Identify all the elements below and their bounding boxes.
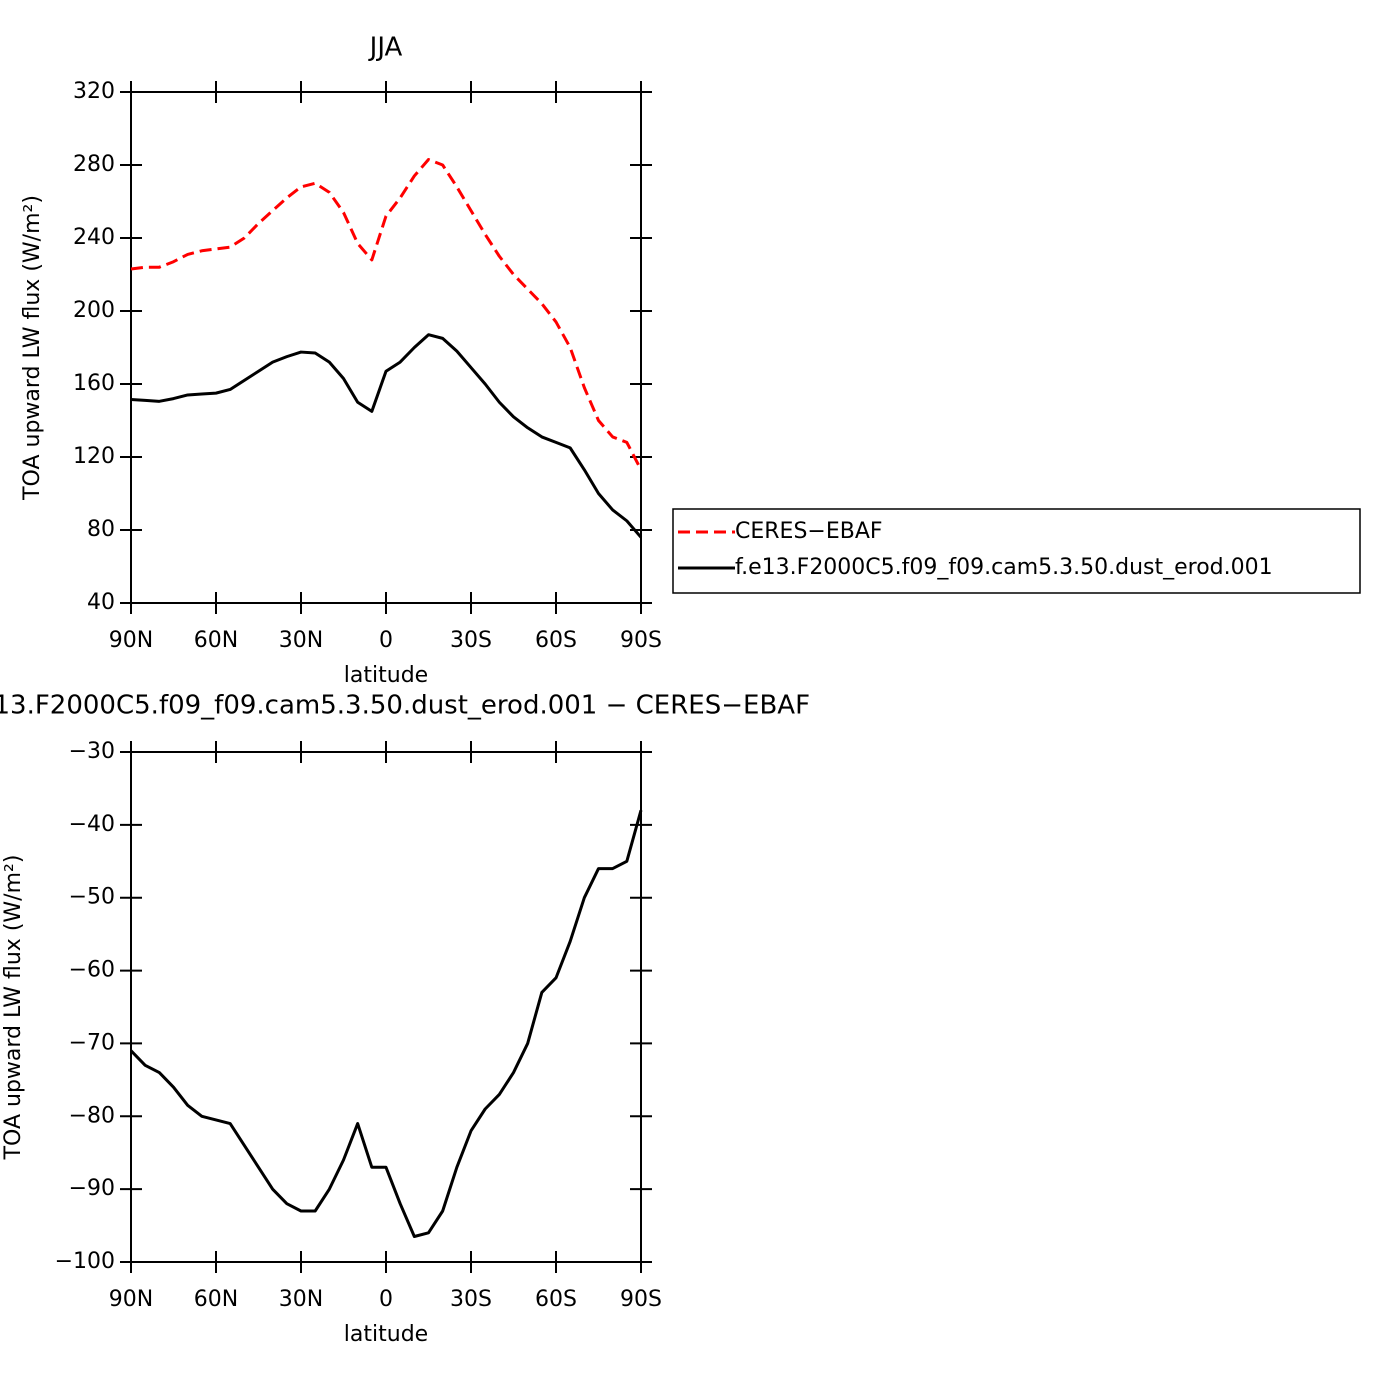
x-tick-label: 90N: [109, 1287, 153, 1312]
x-tick-label: 60S: [535, 628, 577, 653]
chart-title: JJA: [368, 33, 403, 63]
x-tick-label: 90N: [109, 628, 153, 653]
y-tick-label: −30: [69, 739, 115, 764]
legend-box: [672, 508, 1361, 594]
x-tick-label: 30N: [279, 628, 323, 653]
x-tick-label: 30S: [450, 628, 492, 653]
plot-frame: [130, 91, 642, 604]
y-tick-label: 280: [73, 152, 115, 177]
y-tick-label: −80: [69, 1103, 115, 1128]
y-tick-label: −40: [69, 812, 115, 837]
x-tick-label: 0: [379, 1287, 393, 1312]
y-tick-label: 200: [73, 298, 115, 323]
y-tick-label: −70: [69, 1030, 115, 1055]
x-axis-label: latitude: [344, 1322, 428, 1347]
x-tick-label: 30S: [450, 1287, 492, 1312]
y-axis-label: TOA upward LW flux (W/m²): [20, 195, 45, 501]
x-tick-label: 30N: [279, 1287, 323, 1312]
x-tick-label: 0: [379, 628, 393, 653]
y-tick-label: −90: [69, 1176, 115, 1201]
data-line: [129, 809, 643, 1238]
legend-label: f.e13.F2000C5.f09_f09.cam5.3.50.dust_ero…: [735, 555, 1273, 580]
y-tick-label: 160: [73, 371, 115, 396]
y-tick-label: −60: [69, 958, 115, 983]
x-tick-label: 90S: [620, 1287, 662, 1312]
x-tick-label: 90S: [620, 628, 662, 653]
y-tick-label: 120: [73, 444, 115, 469]
data-line: [130, 333, 643, 539]
y-axis-label: TOA upward LW flux (W/m²): [1, 855, 26, 1161]
x-tick-label: 60N: [194, 628, 238, 653]
x-axis-label: latitude: [344, 663, 428, 688]
y-tick-label: −100: [55, 1249, 115, 1274]
plot-frame: [130, 751, 642, 1263]
chart-title: f.e13.F2000C5.f09_f09.cam5.3.50.dust_ero…: [0, 691, 810, 721]
y-tick-label: −50: [69, 885, 115, 910]
y-tick-label: 240: [73, 225, 115, 250]
legend-label: CERES−EBAF: [735, 519, 883, 544]
x-tick-label: 60N: [194, 1287, 238, 1312]
y-tick-label: 320: [73, 79, 115, 104]
y-tick-label: 80: [87, 517, 115, 542]
y-tick-label: 40: [87, 590, 115, 615]
data-line: [130, 158, 643, 471]
x-tick-label: 60S: [535, 1287, 577, 1312]
